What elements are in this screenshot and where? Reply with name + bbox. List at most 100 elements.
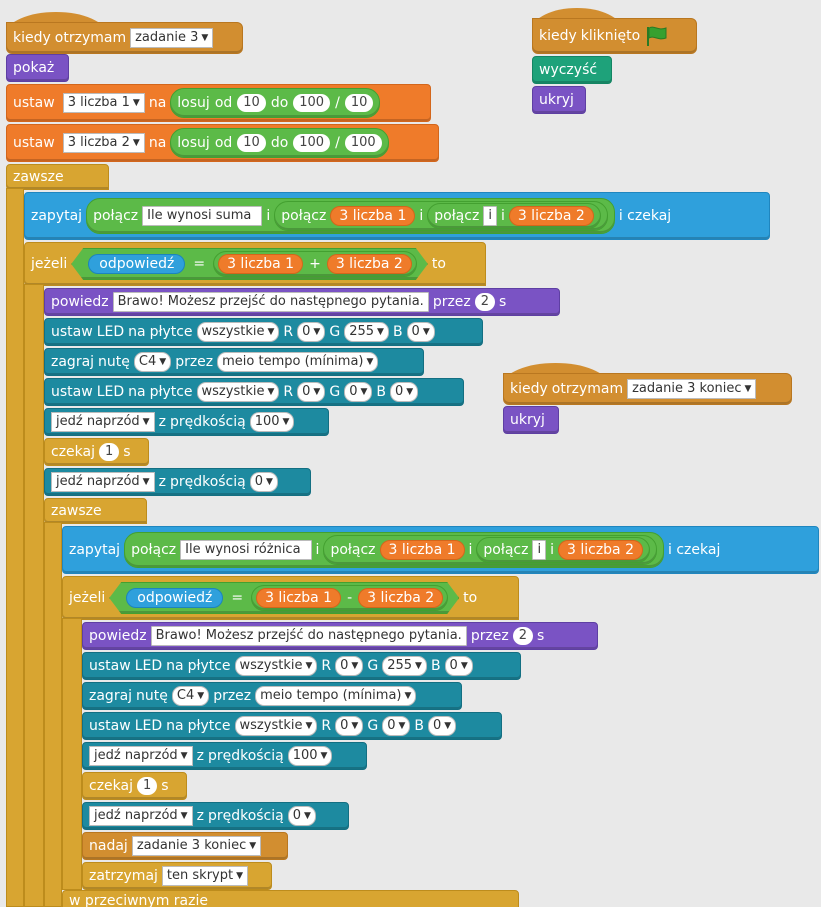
equals-reporter[interactable]: odpowiedź = 3 liczba 1 + 3 liczba 2	[71, 248, 428, 280]
set-var2-block[interactable]: ustaw 3 liczba 2 ▼ na losuj od 10 do 100 …	[6, 124, 439, 162]
drive-block-2[interactable]: jedź naprzód ▼ z prędkością 0 ▼	[44, 468, 311, 496]
stop-dropdown[interactable]: ten skrypt ▼	[161, 866, 248, 886]
when-flag-clicked-block[interactable]: kiedy kliknięto	[532, 18, 697, 54]
question-text[interactable]: Ile wynosi różnica	[180, 540, 312, 560]
var2-reporter[interactable]: 3 liczba 2	[358, 588, 443, 608]
answer-reporter[interactable]: odpowiedź	[88, 254, 185, 274]
speed-dropdown[interactable]: 0 ▼	[287, 806, 316, 826]
var2-reporter[interactable]: 3 liczba 2	[557, 540, 643, 560]
var1-reporter[interactable]: 3 liczba 1	[330, 206, 416, 226]
g-dropdown[interactable]: 255 ▼	[382, 656, 427, 676]
note-dropdown[interactable]: C4 ▼	[171, 686, 210, 706]
play-note-block-1[interactable]: zagraj nutę C4 ▼ przez meio tempo (mínima…	[44, 348, 424, 376]
wait-secs[interactable]: 1	[137, 777, 158, 795]
forever-block[interactable]: zawsze	[6, 164, 109, 190]
spacer-text[interactable]: i	[532, 540, 547, 560]
set-led-block-3[interactable]: ustaw LED na płytce wszystkie ▼ R 0 ▼ G 25…	[82, 652, 521, 680]
led-which-dropdown[interactable]: wszystkie ▼	[234, 656, 318, 676]
var1-reporter[interactable]: 3 liczba 1	[379, 540, 465, 560]
r-dropdown[interactable]: 0 ▼	[335, 656, 364, 676]
led-which-dropdown[interactable]: wszystkie ▼	[196, 382, 280, 402]
spacer-text[interactable]: i	[483, 206, 497, 226]
question-text[interactable]: Ile wynosi suma	[142, 206, 263, 226]
join-reporter-inner2[interactable]: połącz i i 3 liczba 2	[427, 203, 601, 229]
if-block-2[interactable]: jeżeli odpowiedź = 3 liczba 1 - 3 liczba…	[62, 576, 519, 620]
stop-block[interactable]: zatrzymaj ten skrypt ▼	[82, 862, 272, 890]
say-block-2[interactable]: powiedz Brawo! Możesz przejść do następn…	[82, 622, 598, 650]
var-dropdown[interactable]: 3 liczba 2 ▼	[62, 133, 145, 153]
broadcast-dropdown[interactable]: zadanie 3 koniec ▼	[131, 836, 262, 856]
say-block-1[interactable]: powiedz Brawo! Możesz przejść do następn…	[44, 288, 560, 316]
direction-dropdown[interactable]: jedź naprzód ▼	[51, 412, 155, 432]
var1-reporter[interactable]: 3 liczba 1	[256, 588, 341, 608]
set-var1-block[interactable]: ustaw 3 liczba 1 ▼ na losuj od 10 do 100 …	[6, 84, 431, 122]
to-value[interactable]: 100	[293, 134, 331, 152]
divisor-value[interactable]: 10	[344, 94, 374, 112]
r-dropdown[interactable]: 0 ▼	[335, 716, 364, 736]
minus-reporter[interactable]: 3 liczba 1 - 3 liczba 2	[251, 585, 448, 611]
duration-dropdown[interactable]: meio tempo (mínima) ▼	[217, 352, 379, 372]
direction-dropdown[interactable]: jedź naprzód ▼	[89, 806, 193, 826]
broadcast-block[interactable]: nadaj zadanie 3 koniec ▼	[82, 832, 288, 860]
g-dropdown[interactable]: 0 ▼	[382, 716, 411, 736]
forever-block-2[interactable]: zawsze	[44, 498, 147, 524]
var2-reporter[interactable]: 3 liczba 2	[327, 254, 412, 274]
clear-block[interactable]: wyczyść	[532, 56, 612, 84]
led-which-dropdown[interactable]: wszystkie ▼	[234, 716, 318, 736]
b-dropdown[interactable]: 0 ▼	[390, 382, 419, 402]
var-dropdown[interactable]: 3 liczba 1 ▼	[62, 93, 145, 113]
r-dropdown[interactable]: 0 ▼	[297, 322, 326, 342]
direction-dropdown[interactable]: jedź naprzód ▼	[89, 746, 193, 766]
ask-block-2[interactable]: zapytaj połącz Ile wynosi różnica i połą…	[62, 526, 819, 574]
message-dropdown[interactable]: zadanie 3 ▼	[130, 28, 214, 48]
wait-block-1[interactable]: czekaj 1 s	[44, 438, 149, 466]
random-reporter[interactable]: losuj od 10 do 100 / 100	[170, 128, 389, 158]
random-reporter[interactable]: losuj od 10 do 100 / 10	[170, 88, 381, 118]
from-value[interactable]: 10	[237, 94, 266, 112]
answer-reporter[interactable]: odpowiedź	[126, 588, 223, 608]
say-secs[interactable]: 2	[512, 627, 534, 645]
b-dropdown[interactable]: 0 ▼	[406, 322, 435, 342]
join-reporter[interactable]: połącz Ile wynosi suma i połącz 3 liczba…	[86, 198, 615, 234]
divisor-value[interactable]: 100	[344, 134, 382, 152]
var2-reporter[interactable]: 3 liczba 2	[508, 206, 594, 226]
g-dropdown[interactable]: 0 ▼	[344, 382, 373, 402]
drive-block-4[interactable]: jedź naprzód ▼ z prędkością 0 ▼	[82, 802, 349, 830]
join-reporter-inner[interactable]: połącz 3 liczba 1 i połącz i i 3 liczba …	[323, 535, 657, 565]
equals-reporter[interactable]: odpowiedź = 3 liczba 1 - 3 liczba 2	[109, 582, 459, 614]
speed-dropdown[interactable]: 100 ▼	[287, 746, 333, 766]
set-led-block-4[interactable]: ustaw LED na płytce wszystkie ▼ R 0 ▼ G 0 ▼…	[82, 712, 502, 740]
ask-block-1[interactable]: zapytaj połącz Ile wynosi suma i połącz …	[24, 192, 770, 240]
drive-block-1[interactable]: jedź naprzód ▼ z prędkością 100 ▼	[44, 408, 329, 436]
say-text[interactable]: Brawo! Możesz przejść do następnego pyta…	[112, 292, 429, 312]
from-value[interactable]: 10	[237, 134, 266, 152]
g-dropdown[interactable]: 255 ▼	[344, 322, 389, 342]
set-led-block-2[interactable]: ustaw LED na płytce wszystkie ▼ R 0 ▼ G 0 ▼…	[44, 378, 464, 406]
speed-dropdown[interactable]: 0 ▼	[249, 472, 278, 492]
hide-block[interactable]: ukryj	[532, 86, 586, 114]
speed-dropdown[interactable]: 100 ▼	[249, 412, 295, 432]
when-receive-end-block[interactable]: kiedy otrzymam zadanie 3 koniec ▼	[503, 373, 792, 405]
plus-reporter[interactable]: 3 liczba 1 + 3 liczba 2	[213, 251, 417, 277]
duration-dropdown[interactable]: meio tempo (mínima) ▼	[255, 686, 417, 706]
show-block[interactable]: pokaż	[6, 54, 69, 82]
if-block-1[interactable]: jeżeli odpowiedź = 3 liczba 1 + 3 liczba…	[24, 242, 486, 286]
wait-block-2[interactable]: czekaj 1 s	[82, 772, 187, 800]
green-flag-icon[interactable]	[644, 25, 670, 47]
say-text[interactable]: Brawo! Możesz przejść do następnego pyta…	[150, 626, 467, 646]
r-dropdown[interactable]: 0 ▼	[297, 382, 326, 402]
direction-dropdown[interactable]: jedź naprzód ▼	[51, 472, 155, 492]
say-secs[interactable]: 2	[474, 293, 496, 311]
to-value[interactable]: 100	[293, 94, 331, 112]
set-led-block-1[interactable]: ustaw LED na płytce wszystkie ▼ R 0 ▼ G 25…	[44, 318, 483, 346]
when-receive-block[interactable]: kiedy otrzymam zadanie 3 ▼	[6, 22, 243, 54]
join-reporter-inner2[interactable]: połącz i i 3 liczba 2	[476, 537, 650, 563]
message-dropdown[interactable]: zadanie 3 koniec ▼	[627, 379, 757, 399]
b-dropdown[interactable]: 0 ▼	[444, 656, 473, 676]
note-dropdown[interactable]: C4 ▼	[133, 352, 172, 372]
hide-block-2[interactable]: ukryj	[503, 406, 559, 434]
join-reporter[interactable]: połącz Ile wynosi różnica i połącz 3 lic…	[124, 532, 664, 568]
play-note-block-2[interactable]: zagraj nutę C4 ▼ przez meio tempo (mínima…	[82, 682, 462, 710]
drive-block-3[interactable]: jedź naprzód ▼ z prędkością 100 ▼	[82, 742, 367, 770]
join-reporter-inner[interactable]: połącz 3 liczba 1 i połącz i i 3 liczba …	[274, 201, 608, 231]
